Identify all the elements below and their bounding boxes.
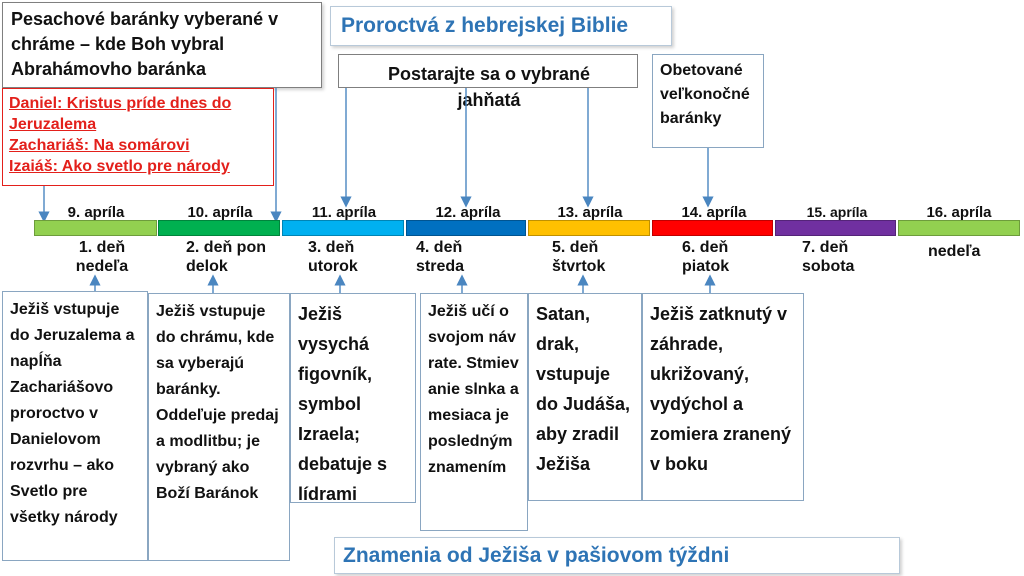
day-label-5: 5. deň štvrtok [552,239,606,275]
timeline-bar-6 [652,220,773,236]
date-4: 12. apríla [435,204,501,221]
title-prophecies: Proroctvá z hebrejskej Biblie [330,6,672,46]
timeline-bar-4 [406,220,526,236]
event-text-5: Satan, drak, vstupuje do Judáša, aby zra… [536,304,631,474]
day-label-1: 1. deň nedeľa [75,239,129,275]
event-text-2: Ježiš vstupuje do chrámu, kde sa vyberaj… [156,303,279,502]
prophecy-isaiah: Izaiáš: Ako svetlo pre národy [9,156,267,177]
prophecies-box: Daniel: Kristus príde dnes do Jeruzalema… [2,88,274,186]
timeline-bar-8 [898,220,1020,236]
note-select-lambs-text: Postarajte sa o vybrané jahňatá [387,64,591,110]
timeline-bar-7 [775,220,896,236]
title-prophecies-text: Proroctvá z hebrejskej Biblie [341,14,629,37]
timeline-bar-3 [282,220,404,236]
prophecy-isaiah-prefix: Izaiáš: Ako svetlo pre [9,158,177,175]
date-2: 10. apríla [187,204,253,221]
timeline-bar-1 [34,220,157,236]
prophecy-daniel: Daniel: Kristus príde dnes do Jeruzalema [9,95,232,133]
note-temple-lambs-text: Pesachové baránky vyberané v chráme – kd… [11,9,279,79]
note-sacrificed-lambs-text: Obetované veľkonočné baránky [660,62,750,127]
day-label-6: 6. deň piatok [682,239,730,275]
event-box-1: Ježiš vstupuje do Jeruzalema a napĺňa Za… [2,291,148,561]
day-label-4: 4. deň streda [416,239,465,275]
title-signs: Znamenia od Ježiša v pašiovom týždni [334,537,900,574]
prophecy-zachariah: Zachariáš: Na somárovi [9,137,190,154]
event-box-2: Ježiš vstupuje do chrámu, kde sa vyberaj… [148,293,290,561]
day-label-8: nedeľa [928,243,981,260]
timeline-bar-2 [158,220,280,236]
event-box-6: Ježiš zatknutý v záhrade, ukrižovaný, vy… [642,293,804,501]
note-sacrificed-lambs: Obetované veľkonočné baránky [652,54,764,148]
date-8: 16. apríla [926,204,992,221]
date-6: 14. apríla [681,204,747,221]
date-1: 9. apríla [67,204,125,221]
event-box-3: Ježiš vysychá figovník, symbol Izraela; … [290,293,416,504]
day-label-3: 3. deň utorok [308,239,358,275]
event-box-5: Satan, drak, vstupuje do Judáša, aby zra… [528,293,642,501]
date-5: 13. apríla [557,204,623,221]
prophecy-isaiah-word: národy [176,158,230,175]
date-7: 15. apríla [806,204,868,220]
event-text-6: Ježiš zatknutý v záhrade, ukrižovaný, vy… [650,304,792,474]
event-text-3: Ježiš vysychá figovník, symbol Izraela; … [298,304,388,504]
event-box-4: Ježiš učí o svojom návrate. Stmievanie s… [420,293,528,531]
day-label-7: 7. deň sobota [802,239,855,275]
event-text-1: Ježiš vstupuje do Jeruzalema a napĺňa Za… [10,301,135,526]
note-select-lambs: Postarajte sa o vybrané jahňatá [338,54,638,110]
day-label-2: 2. deň pondelok [186,239,266,275]
timeline-bar-5 [528,220,650,236]
note-temple-lambs: Pesachové baránky vyberané v chráme – kd… [2,2,322,88]
date-3: 11. apríla [311,204,377,221]
title-signs-text: Znamenia od Ježiša v pašiovom týždni [343,544,730,567]
event-text-4: Ježiš učí o svojom návrate. Stmievanie s… [428,303,519,476]
